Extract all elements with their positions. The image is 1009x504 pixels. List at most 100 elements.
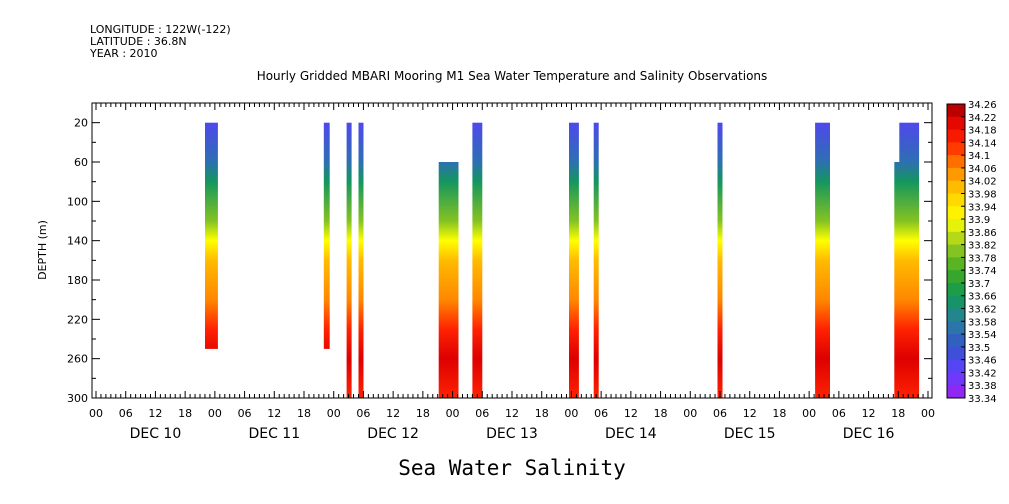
- colorbar-label: 34.02: [968, 177, 997, 188]
- salinity-profile: [438, 162, 459, 398]
- colorbar-label: 33.46: [968, 356, 997, 367]
- colorbar-swatch: [947, 167, 965, 182]
- x-hour-label: 06: [594, 407, 608, 420]
- colorbar-swatch: [947, 282, 965, 297]
- colorbar-swatch: [947, 321, 965, 335]
- latitude-label: LATITUDE : 36.8N: [90, 35, 187, 48]
- y-tick-label: 220: [67, 313, 88, 326]
- salinity-profile: [717, 122, 723, 398]
- colorbar-label: 34.22: [968, 113, 997, 124]
- colorbar-label: 34.26: [968, 100, 997, 111]
- x-day-label: DEC 16: [843, 426, 895, 442]
- colorbar-swatch: [947, 295, 965, 310]
- colorbar-swatch: [947, 308, 965, 322]
- colorbar-label: 34.18: [968, 126, 997, 137]
- y-axis-label: DEPTH (m): [36, 220, 49, 280]
- x-hour-label: 00: [89, 407, 103, 420]
- x-day-label: DEC 15: [724, 426, 776, 442]
- x-hour-label: 18: [297, 407, 311, 420]
- x-hour-label: 12: [624, 407, 638, 420]
- x-hour-label: 06: [238, 407, 252, 420]
- colorbar-swatch: [947, 104, 965, 118]
- salinity-profile: [899, 122, 920, 398]
- x-hour-label: 00: [564, 407, 578, 420]
- y-tick-label: 300: [67, 392, 88, 405]
- colorbar-label: 34.14: [968, 138, 997, 149]
- x-hour-label: 00: [208, 407, 222, 420]
- colorbar-label: 33.7: [968, 279, 990, 290]
- colorbar-swatch: [947, 142, 965, 156]
- x-day-label: DEC 14: [605, 426, 657, 442]
- colorbar-label: 33.66: [968, 292, 997, 303]
- colorbar-label: 33.86: [968, 228, 997, 239]
- colorbar-label: 33.9: [968, 215, 990, 226]
- colorbar-label: 33.34: [968, 394, 997, 405]
- x-hour-label: 12: [862, 407, 876, 420]
- y-tick-label: 180: [67, 274, 88, 287]
- colorbar-swatch: [947, 219, 965, 233]
- colorbar-label: 33.62: [968, 305, 997, 316]
- x-day-label: DEC 13: [486, 426, 538, 442]
- colorbar-swatch: [947, 359, 965, 373]
- x-hour-label: 18: [416, 407, 430, 420]
- x-hour-label: 12: [148, 407, 162, 420]
- x-hour-label: 00: [802, 407, 816, 420]
- longitude-label: LONGITUDE : 122W(-122): [90, 23, 231, 36]
- colorbar-swatch: [947, 385, 965, 399]
- colorbar-label: 33.94: [968, 202, 997, 213]
- x-day-label: DEC 12: [367, 426, 419, 442]
- colorbar-label: 33.58: [968, 317, 997, 328]
- x-hour-label: 00: [327, 407, 341, 420]
- x-hour-label: 06: [713, 407, 727, 420]
- x-hour-label: 06: [475, 407, 489, 420]
- colorbar-label: 33.54: [968, 330, 997, 341]
- colorbar-label: 33.38: [968, 381, 997, 392]
- y-tick-label: 20: [74, 117, 88, 130]
- colorbar-swatch: [947, 231, 965, 246]
- colorbar-label: 33.78: [968, 253, 997, 264]
- chart-title: Hourly Gridded MBARI Mooring M1 Sea Wate…: [257, 69, 768, 83]
- x-hour-label: 12: [505, 407, 519, 420]
- x-hour-label: 18: [535, 407, 549, 420]
- colorbar-label: 34.06: [968, 164, 997, 175]
- y-tick-label: 140: [67, 235, 88, 248]
- x-hour-label: 06: [356, 407, 370, 420]
- colorbar-swatch: [947, 116, 965, 131]
- x-hour-label: 12: [386, 407, 400, 420]
- x-hour-label: 00: [683, 407, 697, 420]
- x-hour-label: 06: [119, 407, 133, 420]
- colorbar-swatch: [947, 270, 965, 284]
- x-hour-label: 00: [921, 407, 935, 420]
- y-tick-label: 260: [67, 353, 88, 366]
- salinity-profile: [323, 122, 330, 349]
- colorbar-swatch: [947, 334, 965, 348]
- colorbar-swatch: [947, 206, 965, 220]
- colorbar-label: 33.74: [968, 266, 997, 277]
- x-hour-label: 18: [654, 407, 668, 420]
- plot-frame: [91, 102, 933, 399]
- colorbar-frame: [946, 103, 966, 399]
- colorbar-swatch: [947, 193, 965, 207]
- x-hour-label: 18: [891, 407, 905, 420]
- year-label: YEAR : 2010: [90, 47, 158, 60]
- x-hour-label: 06: [832, 407, 846, 420]
- salinity-profile: [346, 122, 352, 398]
- x-hour-label: 00: [446, 407, 460, 420]
- y-tick-label: 60: [74, 156, 88, 169]
- x-day-label: DEC 11: [248, 426, 300, 442]
- salinity-profile: [472, 122, 483, 398]
- x-hour-label: 18: [178, 407, 192, 420]
- salinity-profile: [358, 122, 364, 398]
- colorbar-label: 33.42: [968, 368, 997, 379]
- colorbar-swatch: [947, 180, 965, 194]
- salinity-profile: [569, 122, 579, 398]
- colorbar-label: 33.82: [968, 241, 997, 252]
- colorbar-swatch: [947, 155, 965, 169]
- colorbar-label: 34.1: [968, 151, 990, 162]
- y-tick-label: 100: [67, 195, 88, 208]
- x-hour-label: 18: [772, 407, 786, 420]
- salinity-profile: [593, 122, 599, 398]
- salinity-profile: [205, 122, 218, 349]
- colorbar-swatch: [947, 372, 965, 386]
